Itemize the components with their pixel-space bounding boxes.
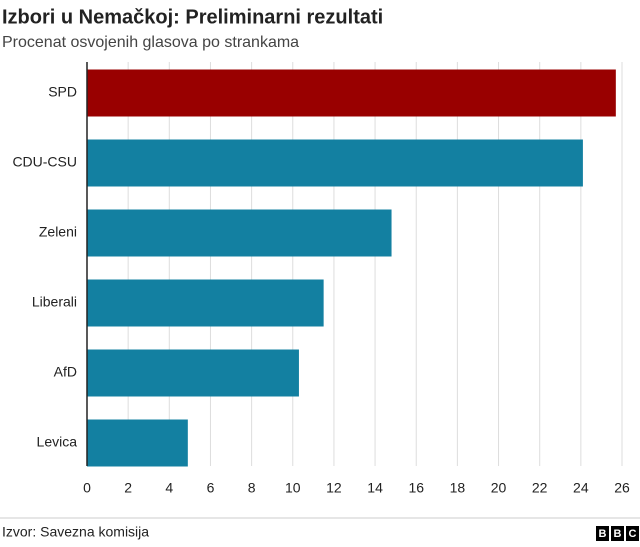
y-tick-label: Liberali: [32, 294, 77, 310]
x-tick-label: 6: [207, 480, 215, 496]
logo-letter: B: [599, 528, 607, 540]
logo-letter: C: [629, 528, 637, 540]
x-tick-label: 4: [165, 480, 173, 496]
bar: [87, 419, 188, 467]
y-tick-label: Levica: [37, 434, 78, 450]
y-tick-label: AfD: [54, 364, 77, 380]
logo-box: [626, 526, 639, 541]
x-tick-label: 26: [614, 480, 630, 496]
x-tick-label: 10: [285, 480, 301, 496]
bar: [87, 69, 616, 117]
x-tick-label: 18: [450, 480, 466, 496]
x-tick-label: 20: [491, 480, 507, 496]
x-tick-label: 0: [83, 480, 91, 496]
bar: [87, 279, 324, 327]
logo-box: [611, 526, 624, 541]
x-tick-label: 24: [573, 480, 589, 496]
chart-subtitle: Procenat osvojenih glasova po strankama: [2, 34, 299, 51]
x-tick-label: 8: [248, 480, 256, 496]
x-tick-label: 22: [532, 480, 548, 496]
source: Izvor: Savezna komisija: [2, 524, 149, 540]
bar: [87, 139, 583, 187]
chart-title: Izbori u Nemačkoj: Preliminarni rezultat…: [2, 6, 383, 28]
y-tick-label: Zeleni: [39, 224, 77, 240]
y-tick-label: CDU-CSU: [12, 154, 77, 170]
bar: [87, 349, 299, 397]
x-tick-label: 12: [326, 480, 342, 496]
x-tick-label: 16: [408, 480, 424, 496]
logo-letter: B: [614, 528, 622, 540]
x-tick-label: 2: [124, 480, 132, 496]
y-tick-label: SPD: [48, 84, 77, 100]
x-tick-label: 14: [367, 480, 383, 496]
logo-box: [596, 526, 609, 541]
bar: [87, 209, 392, 257]
